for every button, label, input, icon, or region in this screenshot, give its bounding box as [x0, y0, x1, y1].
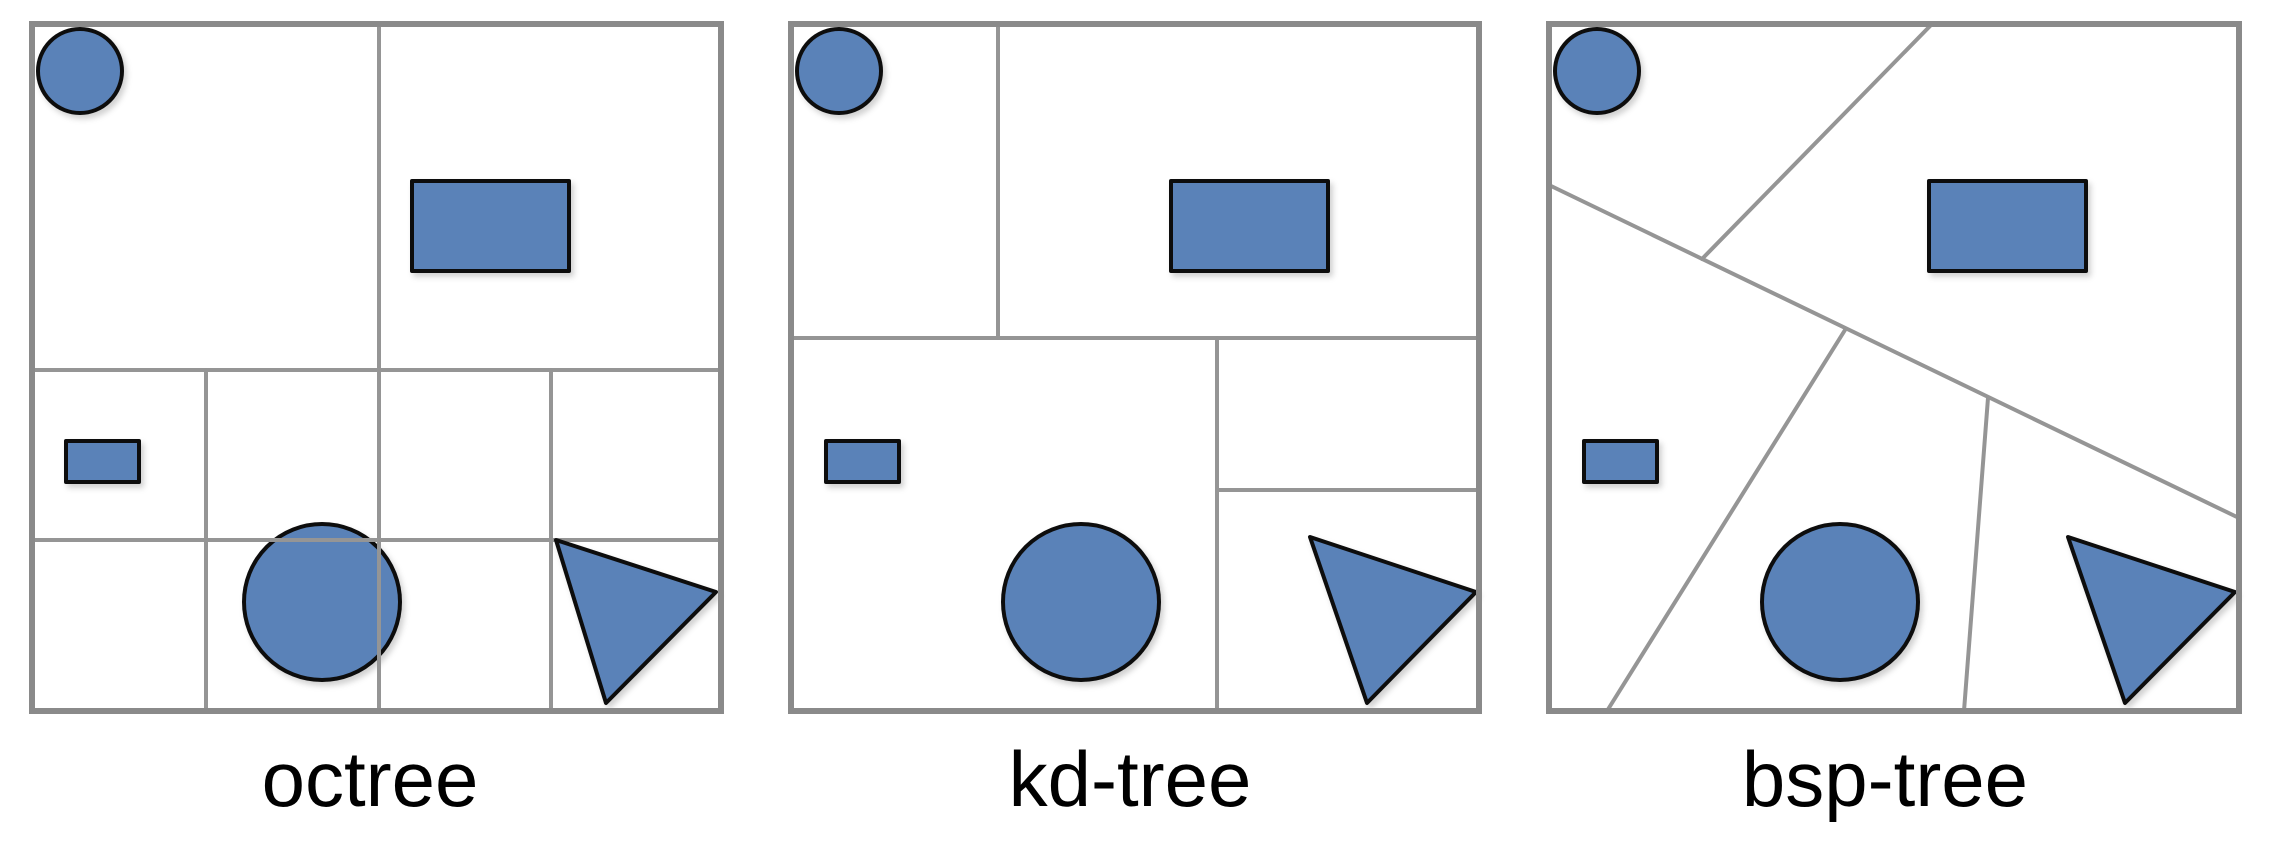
large-rectangle [1927, 179, 2088, 273]
scene-objects [36, 27, 718, 705]
triangle [554, 538, 718, 705]
large-circle [1760, 522, 1920, 682]
split-line [1962, 396, 1990, 713]
panel-caption: bsp-tree [1742, 735, 2028, 823]
large-circle [242, 522, 402, 682]
large-circle [1001, 522, 1161, 682]
large-rectangle [1169, 179, 1330, 273]
small-circle [795, 27, 883, 115]
small-rectangle [64, 439, 141, 484]
split-line [1700, 22, 1934, 261]
panel-frame [788, 21, 1482, 714]
small-rectangle [824, 439, 901, 484]
panel-caption: kd-tree [1009, 735, 1252, 823]
partition-lines [1547, 22, 2241, 713]
panel-kd-tree: kd-tree [788, 21, 1482, 823]
triangle [1308, 535, 1478, 705]
panel-octree: octree [29, 21, 724, 823]
scene-objects [1553, 27, 2237, 705]
large-rectangle [410, 179, 571, 273]
small-circle [36, 27, 124, 115]
split-line [1547, 183, 2241, 520]
small-rectangle [1582, 439, 1659, 484]
panel-frame [1546, 21, 2242, 714]
panel-caption: octree [262, 735, 479, 823]
small-circle [1553, 27, 1641, 115]
panel-bsp-tree: bsp-tree [1546, 21, 2242, 823]
partition-lines [789, 22, 1481, 713]
split-line [1605, 328, 1847, 713]
triangle [2066, 535, 2237, 705]
panel-frame [29, 21, 724, 714]
scene-objects [795, 27, 1478, 705]
